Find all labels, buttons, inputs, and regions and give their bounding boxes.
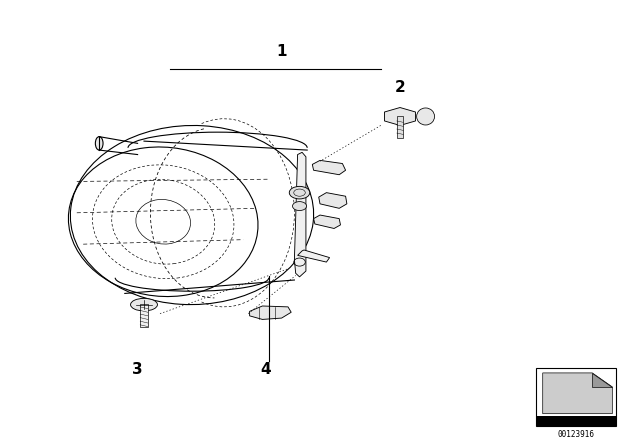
Bar (140, 304, 148, 327)
Text: 2: 2 (395, 80, 405, 95)
Polygon shape (298, 250, 330, 262)
Polygon shape (593, 373, 612, 387)
Polygon shape (250, 306, 291, 319)
Polygon shape (385, 108, 415, 125)
Text: 4: 4 (260, 362, 271, 377)
Ellipse shape (95, 137, 103, 150)
Polygon shape (543, 373, 612, 414)
Polygon shape (314, 215, 340, 228)
Polygon shape (312, 160, 346, 175)
Polygon shape (319, 193, 347, 208)
Polygon shape (294, 152, 306, 277)
Ellipse shape (417, 108, 435, 125)
Text: 1: 1 (276, 44, 287, 59)
Ellipse shape (131, 298, 157, 311)
Text: 3: 3 (132, 362, 143, 377)
Bar (397, 116, 403, 138)
Text: 00123916: 00123916 (558, 430, 595, 439)
Bar (536, 416, 616, 426)
Ellipse shape (292, 202, 307, 211)
Bar (536, 368, 616, 426)
Ellipse shape (289, 186, 310, 199)
